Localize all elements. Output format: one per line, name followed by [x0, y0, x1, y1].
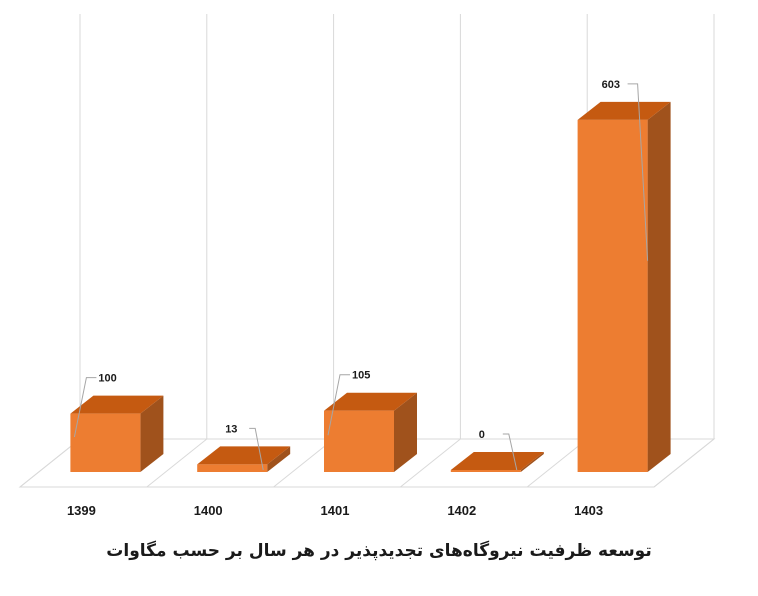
bar-side — [267, 446, 291, 472]
data-label: 603 — [602, 79, 620, 91]
floor-divider — [526, 438, 588, 488]
x-tick-label: 1401 — [321, 503, 350, 518]
floor-divider — [273, 438, 334, 488]
bar — [577, 119, 648, 472]
leader-line — [627, 83, 649, 261]
data-label: 0 — [479, 429, 485, 441]
bar — [324, 410, 394, 472]
chart-title: توسعه ظرفیت نیروگاه‌های تجدیدپذیر در هر … — [106, 541, 652, 561]
bar-top — [577, 101, 671, 120]
bar-top — [450, 452, 544, 470]
bar-top — [324, 392, 417, 411]
x-tick-label: 1403 — [574, 503, 603, 518]
bar — [70, 413, 141, 472]
leader-line — [327, 374, 350, 436]
x-tick-label: 1402 — [447, 503, 476, 518]
bar-top — [197, 446, 291, 465]
floor-divider — [400, 438, 461, 488]
data-label: 100 — [98, 373, 116, 385]
bar-top — [70, 395, 164, 414]
x-tick-label: 1399 — [67, 503, 96, 518]
floor-divider — [146, 438, 208, 488]
leader-line — [73, 377, 97, 438]
data-label: 13 — [225, 423, 237, 435]
bar-side — [520, 452, 544, 472]
leader-line — [249, 427, 264, 471]
floor-divider — [19, 438, 81, 488]
bar-side — [647, 101, 671, 472]
x-tick-label: 1400 — [194, 503, 223, 518]
leader-line — [502, 433, 518, 471]
floor-divider — [653, 438, 715, 488]
data-label: 105 — [352, 370, 370, 382]
bar-side — [394, 392, 417, 472]
bar — [450, 470, 521, 472]
bar-side — [140, 395, 164, 472]
bar — [197, 464, 268, 472]
